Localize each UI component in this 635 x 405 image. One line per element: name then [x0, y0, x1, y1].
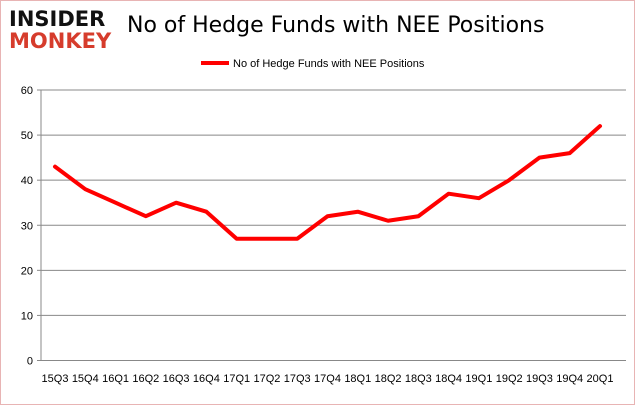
x-tick-label: 18Q3 — [405, 373, 432, 385]
y-tick-label: 10 — [21, 310, 33, 322]
x-tick-label: 16Q2 — [132, 373, 159, 385]
x-tick-label: 17Q2 — [253, 373, 280, 385]
x-tick-label: 19Q1 — [465, 373, 492, 385]
y-tick-label: 60 — [21, 85, 33, 97]
x-tick-label: 17Q1 — [223, 373, 250, 385]
x-tick-label: 20Q1 — [587, 373, 614, 385]
y-tick-label: 30 — [21, 220, 33, 232]
logo-line1: INSIDER — [9, 7, 106, 31]
x-tick-label: 16Q4 — [193, 373, 220, 385]
x-tick-label: 18Q2 — [375, 373, 402, 385]
chart-title: No of Hedge Funds with NEE Positions — [127, 13, 545, 38]
insider-monkey-logo: INSIDER MONKEY — [9, 7, 119, 53]
y-tick-label: 40 — [21, 175, 33, 187]
legend: No of Hedge Funds with NEE Positions — [201, 58, 425, 70]
x-tick-label: 17Q4 — [314, 373, 341, 385]
logo-line2: MONKEY — [9, 29, 112, 53]
x-tick-label: 15Q4 — [72, 373, 99, 385]
x-tick-label: 18Q1 — [344, 373, 371, 385]
y-tick-label: 20 — [21, 265, 33, 277]
x-tick-label: 15Q3 — [42, 373, 69, 385]
x-tick-label: 16Q3 — [163, 373, 190, 385]
x-tick-label: 19Q3 — [526, 373, 553, 385]
x-tick-label: 17Q3 — [284, 373, 311, 385]
y-tick-label: 0 — [27, 356, 33, 368]
x-tick-label: 16Q1 — [102, 373, 129, 385]
series-line — [53, 124, 602, 241]
y-tick-label: 50 — [21, 130, 33, 142]
x-tick-label: 19Q2 — [496, 373, 523, 385]
x-tick-label: 18Q4 — [435, 373, 462, 385]
x-tick-label: 19Q4 — [556, 373, 583, 385]
legend-label: No of Hedge Funds with NEE Positions — [233, 58, 425, 70]
